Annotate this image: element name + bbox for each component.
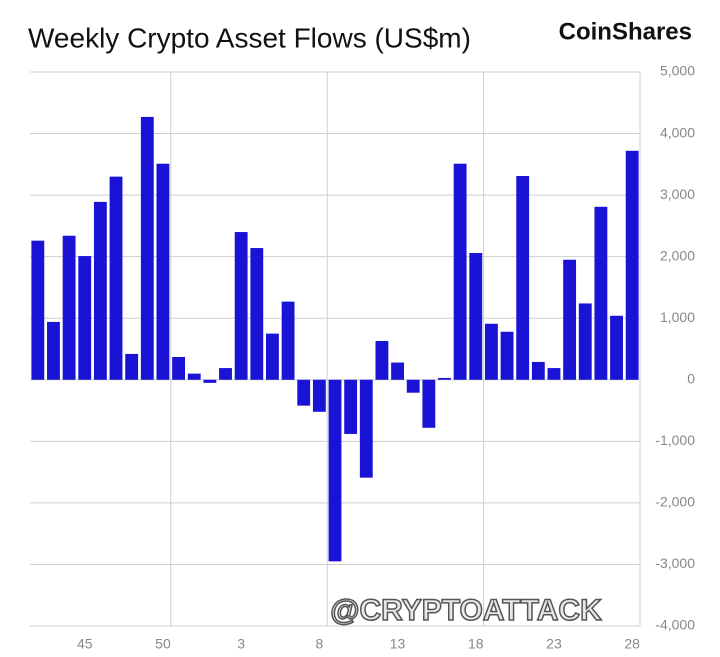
bar <box>531 361 545 380</box>
x-tick-label: 45 <box>77 636 93 652</box>
x-tick-label: 28 <box>624 636 640 652</box>
bar <box>578 303 592 380</box>
bar <box>422 379 436 428</box>
bar <box>78 256 92 380</box>
x-tick-label: 13 <box>390 636 406 652</box>
x-tick-label: 3 <box>237 636 245 652</box>
x-tick-label: 8 <box>315 636 323 652</box>
chart-title: Weekly Crypto Asset Flows (US$m) <box>28 22 471 53</box>
bar <box>187 373 201 380</box>
bar <box>547 368 561 380</box>
bar <box>109 176 123 380</box>
bar <box>328 379 342 562</box>
bar <box>469 252 483 380</box>
bar <box>359 379 373 478</box>
bar <box>516 176 530 380</box>
watermark: @CRYPTOATTACK <box>330 594 602 627</box>
bar <box>62 235 76 380</box>
y-tick-label: -1,000 <box>655 432 695 448</box>
y-tick-label: 5,000 <box>660 63 695 79</box>
y-tick-label: 3,000 <box>660 186 695 202</box>
bar <box>31 240 45 380</box>
y-tick-label: 0 <box>687 370 695 386</box>
bar <box>344 379 358 434</box>
bar <box>610 315 623 380</box>
x-tick-label: 18 <box>468 636 484 652</box>
bar <box>203 379 217 383</box>
bar <box>266 333 279 380</box>
y-tick-label: -3,000 <box>655 555 695 571</box>
x-tick-label: 23 <box>546 636 562 652</box>
brand-logo: CoinShares <box>559 18 692 45</box>
bar <box>453 163 467 380</box>
bar <box>281 301 295 380</box>
y-tick-label: 2,000 <box>660 247 695 263</box>
bar <box>312 379 326 412</box>
y-tick-label: -2,000 <box>655 494 695 510</box>
bar <box>234 232 248 380</box>
bar <box>500 331 514 380</box>
bar <box>625 150 639 380</box>
bar <box>140 116 154 380</box>
bar <box>47 321 60 380</box>
bar <box>219 368 232 380</box>
bar <box>563 259 577 380</box>
bar <box>484 323 498 380</box>
y-tick-label: 4,000 <box>660 124 695 140</box>
bar <box>250 248 264 380</box>
bar <box>125 353 139 380</box>
bar <box>438 377 451 380</box>
bar <box>406 379 420 393</box>
bar <box>156 163 170 380</box>
bar <box>391 362 404 380</box>
y-tick-label: 1,000 <box>660 309 695 325</box>
bar <box>375 340 389 380</box>
bar <box>594 206 608 380</box>
y-tick-label: -4,000 <box>655 617 695 633</box>
bar <box>93 201 107 380</box>
x-tick-label: 50 <box>155 636 171 652</box>
bar <box>172 357 186 380</box>
bar <box>297 379 311 406</box>
